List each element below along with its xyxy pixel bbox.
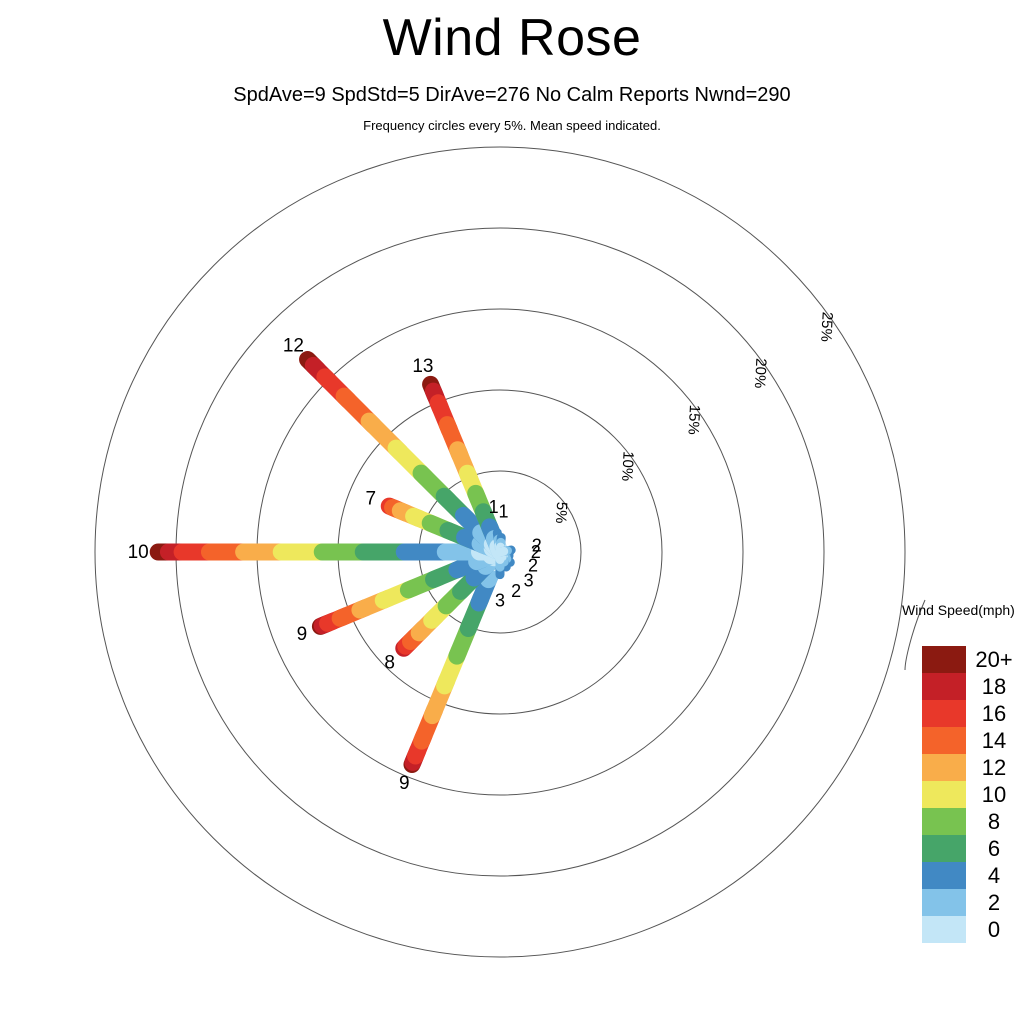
legend-swatch	[922, 808, 966, 835]
legend-label: 16	[981, 701, 1007, 726]
petal-mean-speed-label: 8	[384, 652, 395, 673]
legend-row: 10	[922, 781, 1022, 808]
legend-row: 8	[922, 808, 1022, 835]
petal-mean-speed-label: 10	[128, 542, 149, 563]
wind-speed-legend: 20+ 18 16 14 12 10 8 6 4 2 0	[922, 646, 1022, 943]
legend-swatch	[922, 889, 966, 916]
ring-label: 25%	[817, 311, 836, 342]
petal-mean-speed-label: 7	[365, 488, 376, 509]
legend-swatch	[922, 781, 966, 808]
legend-label: 20+	[975, 647, 1013, 672]
legend-row: 18	[922, 673, 1022, 700]
petal-mean-speed-label: 2	[532, 536, 542, 556]
petal-mean-speed-label: 13	[412, 356, 433, 377]
petal-mean-speed-label: 2	[528, 556, 538, 576]
legend-label: 10	[981, 782, 1007, 807]
legend-swatch	[922, 862, 966, 889]
legend-label: 0	[987, 917, 1001, 942]
legend-row: 2	[922, 889, 1022, 916]
legend-row: 20+	[922, 646, 1022, 673]
legend-title: Wind Speed(mph)	[902, 602, 1015, 618]
legend-label: 14	[981, 728, 1007, 753]
petal-mean-speed-label: 1	[489, 497, 499, 517]
petal-segment	[495, 546, 509, 557]
legend-label: 12	[981, 755, 1007, 780]
legend-label: 18	[981, 674, 1007, 699]
ring-label: 15%	[684, 404, 703, 435]
petal-mean-speed-label: 9	[399, 773, 410, 794]
legend-label: 6	[987, 836, 1001, 861]
legend-row: 16	[922, 700, 1022, 727]
legend-row: 0	[922, 916, 1022, 943]
petal-mean-speed-label: 9	[297, 624, 308, 645]
frequency-note: Frequency circles every 5%. Mean speed i…	[363, 118, 661, 133]
petal-mean-speed-label: 3	[524, 571, 534, 591]
ring-label: 10%	[618, 451, 637, 482]
legend-row: 12	[922, 754, 1022, 781]
legend-row: 4	[922, 862, 1022, 889]
legend-swatch	[922, 646, 966, 673]
petal-mean-speed-label: 2	[511, 581, 521, 601]
ring-label: 20%	[751, 358, 770, 389]
frequency-ring	[94, 146, 906, 958]
legend-label: 2	[987, 890, 1001, 915]
petal-mean-speed-label: 12	[283, 335, 304, 356]
legend-swatch	[922, 673, 966, 700]
page-title: Wind Rose	[382, 9, 642, 67]
legend-swatch	[922, 754, 966, 781]
stats-line: SpdAve=9 SpdStd=5 DirAve=276 No Calm Rep…	[233, 84, 791, 106]
legend-row: 14	[922, 727, 1022, 754]
petal-mean-speed-label: 2	[531, 542, 541, 562]
legend-swatch	[922, 916, 966, 943]
legend-label: 8	[987, 809, 1001, 834]
legend-row: 6	[922, 835, 1022, 862]
legend-swatch	[922, 727, 966, 754]
legend-swatch	[922, 835, 966, 862]
legend-swatch	[922, 700, 966, 727]
petal-mean-speed-label: 1	[499, 502, 509, 522]
legend-leader-line	[904, 599, 926, 671]
legend-label: 4	[987, 863, 1001, 888]
ring-label: 5%	[552, 501, 570, 524]
petal-mean-speed-label: 3	[495, 591, 505, 611]
